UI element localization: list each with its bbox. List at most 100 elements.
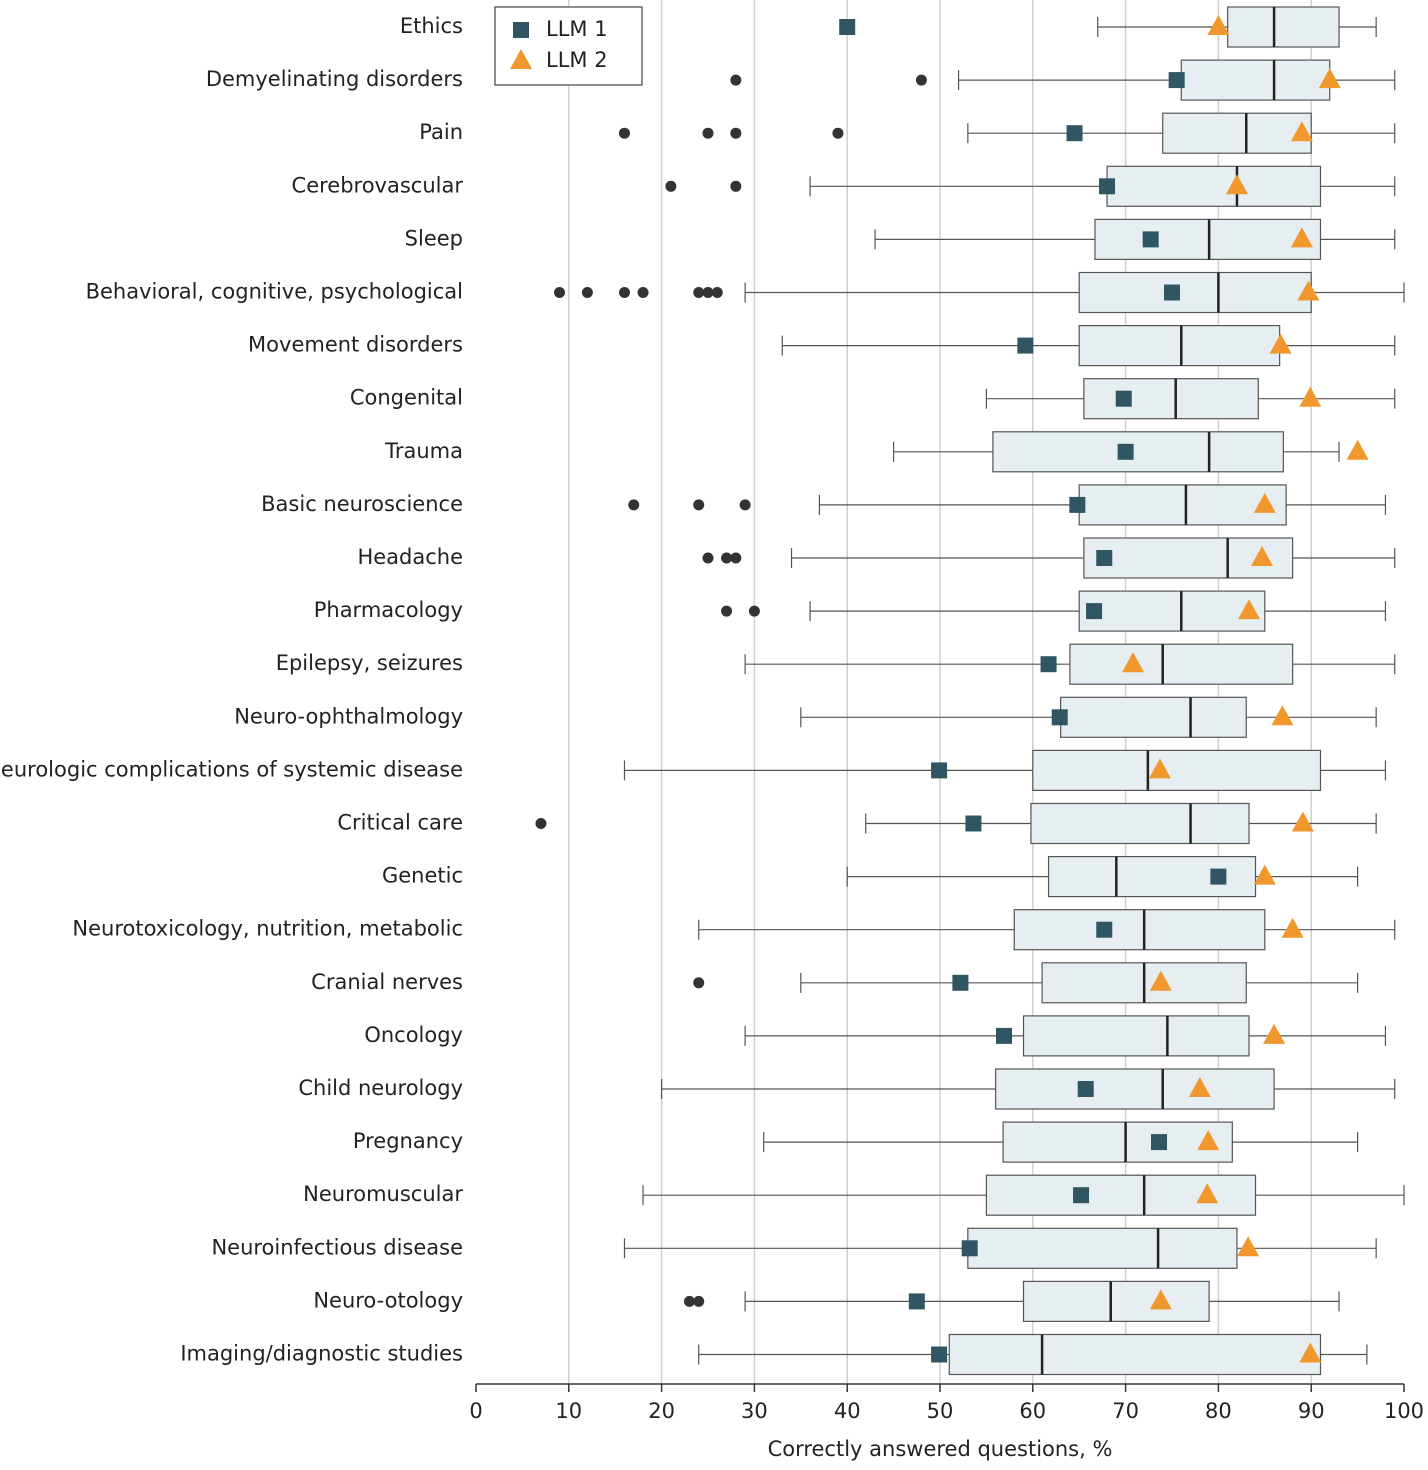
llm-marker [1207, 15, 1230, 35]
llm-marker [1017, 337, 1034, 354]
outlier [618, 127, 630, 139]
llm-marker [1281, 917, 1304, 938]
llm-marker [1066, 125, 1083, 142]
llm-marker [996, 1027, 1013, 1044]
box [1078, 325, 1281, 367]
llm-marker [931, 1346, 948, 1363]
llm-marker [1099, 178, 1116, 195]
outlier [721, 552, 733, 564]
outlier [702, 127, 714, 139]
llm-marker [1051, 709, 1068, 726]
y-tick-label: Trauma [384, 439, 463, 463]
y-tick-label: Critical care [337, 811, 463, 835]
box [1083, 378, 1259, 420]
y-tick-label: Neurologic complications of systemic dis… [0, 757, 463, 781]
x-tick-label: 90 [1298, 1399, 1325, 1423]
llm-marker [1148, 758, 1171, 779]
llm-marker [1238, 599, 1261, 620]
outlier [739, 499, 751, 511]
outlier [702, 287, 714, 298]
llm-marker [1269, 333, 1292, 354]
x-tick-label: 20 [648, 1399, 675, 1423]
llm-marker [908, 1293, 925, 1310]
outlier [832, 127, 844, 139]
outlier [721, 605, 733, 617]
y-tick-label: Cerebrovascular [292, 173, 464, 197]
llm-marker [1196, 1183, 1219, 1204]
box [1106, 165, 1322, 207]
box [1022, 1280, 1210, 1323]
outlier [637, 287, 649, 298]
outlier [554, 287, 566, 298]
llm-marker [1168, 72, 1185, 89]
outlier [915, 74, 927, 86]
y-tick-label: Neuro-ophthalmology [234, 704, 463, 728]
llm-marker [952, 974, 969, 991]
y-tick-label: Basic neuroscience [261, 492, 463, 516]
y-tick-label: Imaging/diagnostic studies [180, 1342, 463, 1366]
box [1078, 484, 1287, 526]
llm-marker [1073, 1187, 1090, 1204]
outlier [665, 180, 677, 192]
llm-marker [839, 19, 856, 35]
outlier [693, 1295, 705, 1307]
y-tick-label: Pregnancy [353, 1129, 463, 1153]
y-tick-label: Demyelinating disorders [206, 67, 463, 91]
llm-marker [1117, 443, 1134, 460]
x-tick-label: 100 [1384, 1399, 1424, 1423]
llm-marker [1291, 811, 1314, 832]
box [995, 1068, 1275, 1110]
outlier [730, 74, 742, 86]
llm-marker [1149, 1289, 1172, 1310]
llm-marker [1086, 603, 1103, 620]
box [1083, 537, 1294, 579]
y-tick-label: Congenital [350, 386, 463, 410]
box [992, 431, 1284, 473]
y-tick-label: Pharmacology [314, 598, 463, 622]
llm-marker [1253, 492, 1276, 513]
llm-marker [1210, 868, 1227, 885]
x-tick-label: 70 [1112, 1399, 1139, 1423]
llm-marker [931, 762, 948, 779]
outlier [748, 605, 760, 617]
llm-marker [1263, 1023, 1286, 1044]
x-tick-label: 10 [555, 1399, 582, 1423]
outlier [730, 552, 742, 564]
x-tick-label: 50 [927, 1399, 954, 1423]
box [1069, 643, 1294, 685]
y-tick-label: Epilepsy, seizures [276, 651, 463, 675]
outlier [683, 1295, 695, 1307]
llm-marker [1069, 496, 1086, 513]
llm-marker [1251, 546, 1274, 566]
y-tick-label: Ethics [400, 14, 463, 38]
llm-marker [510, 49, 532, 69]
y-tick-label: Sleep [405, 226, 463, 250]
llm-marker [965, 815, 982, 832]
outlier [618, 287, 630, 298]
llm-marker [1115, 390, 1132, 407]
x-tick-label: 40 [834, 1399, 861, 1423]
x-tick-label: 80 [1205, 1399, 1232, 1423]
outlier [581, 287, 593, 298]
box [1227, 6, 1340, 48]
llm-marker [1040, 656, 1057, 673]
llm-marker [1077, 1081, 1094, 1097]
legend-label: LLM 2 [546, 48, 608, 72]
llm-marker [1299, 1342, 1322, 1363]
box [1030, 802, 1250, 845]
box [1022, 1015, 1250, 1057]
y-tick-label: Neuromuscular [303, 1182, 463, 1206]
outlier [730, 127, 742, 139]
llm-marker [1237, 1236, 1260, 1257]
legend [494, 6, 643, 86]
llm-marker [1290, 121, 1313, 142]
y-tick-label: Genetic [382, 864, 463, 888]
llm-marker [1164, 284, 1180, 301]
x-tick-label: 30 [741, 1399, 768, 1423]
llm-marker [1122, 652, 1145, 673]
outlier [693, 287, 705, 298]
box [1162, 112, 1312, 154]
llm-marker [513, 22, 529, 38]
box [1094, 218, 1322, 260]
box [1002, 1121, 1233, 1163]
